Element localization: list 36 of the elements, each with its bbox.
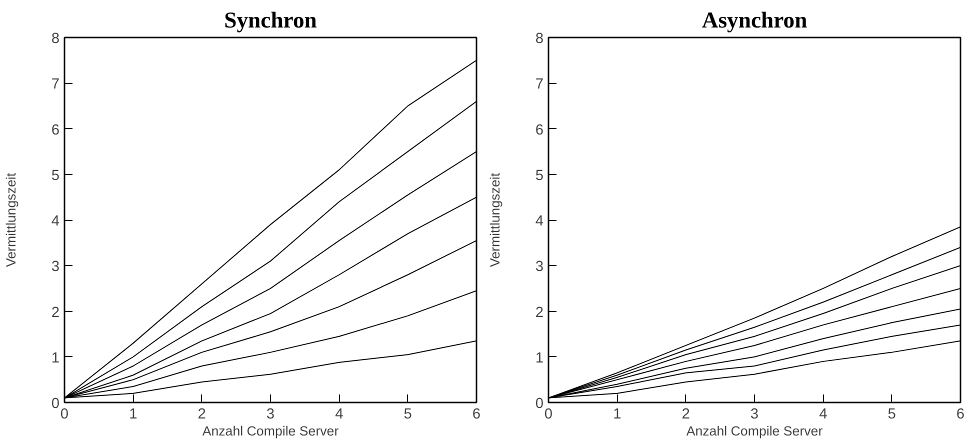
y-tick-label: 7 (51, 76, 60, 93)
y-tick-label: 5 (51, 168, 60, 184)
y-tick-label: 2 (51, 304, 60, 321)
x-tick-label: 3 (750, 406, 759, 422)
x-tick-label: 1 (129, 406, 138, 422)
x-tick-label: 2 (682, 406, 690, 422)
y-tick-label: 8 (535, 31, 544, 47)
y-tick-label: 3 (51, 259, 60, 276)
x-tick-label: 4 (335, 406, 344, 422)
y-tick-label: 4 (535, 214, 544, 230)
y-tick-label: 6 (535, 122, 544, 138)
x-tick-label: 1 (613, 406, 622, 422)
x-tick-label: 3 (266, 406, 275, 422)
y-tick-label: 4 (51, 214, 60, 230)
y-tick-label: 6 (51, 122, 60, 138)
x-axis-title: Anzahl Compile Server (686, 424, 824, 438)
y-axis-title: Vermittlungszeit (3, 172, 18, 268)
y-tick-label: 5 (535, 168, 544, 184)
y-tick-label: 2 (535, 304, 544, 321)
y-tick-label: 0 (51, 396, 60, 412)
x-tick-label: 2 (198, 406, 206, 422)
y-axis-title: Vermittlungszeit (487, 172, 502, 268)
y-tick-label: 0 (535, 396, 544, 412)
x-tick-label: 6 (956, 406, 965, 422)
y-tick-label: 7 (535, 76, 544, 93)
x-tick-label: 5 (404, 406, 412, 422)
chart-title: Asynchron (702, 8, 808, 32)
x-axis-title: Anzahl Compile Server (202, 424, 340, 438)
y-tick-label: 3 (535, 259, 544, 276)
x-tick-label: 4 (819, 406, 828, 422)
x-tick-label: 6 (472, 406, 481, 422)
y-tick-label: 1 (51, 350, 60, 366)
y-tick-label: 8 (51, 31, 60, 47)
x-tick-label: 5 (888, 406, 896, 422)
y-tick-label: 1 (535, 350, 544, 366)
chart-title: Synchron (224, 8, 318, 32)
